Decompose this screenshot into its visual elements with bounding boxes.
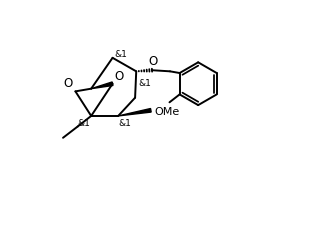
Text: &1: &1 xyxy=(138,79,151,88)
Text: O: O xyxy=(63,77,73,90)
Polygon shape xyxy=(91,83,113,89)
Polygon shape xyxy=(118,109,151,116)
Text: O: O xyxy=(115,70,124,83)
Text: &1: &1 xyxy=(77,118,90,127)
Text: OMe: OMe xyxy=(154,107,179,117)
Text: &1: &1 xyxy=(118,118,131,127)
Text: O: O xyxy=(148,55,158,68)
Text: &1: &1 xyxy=(114,50,127,59)
